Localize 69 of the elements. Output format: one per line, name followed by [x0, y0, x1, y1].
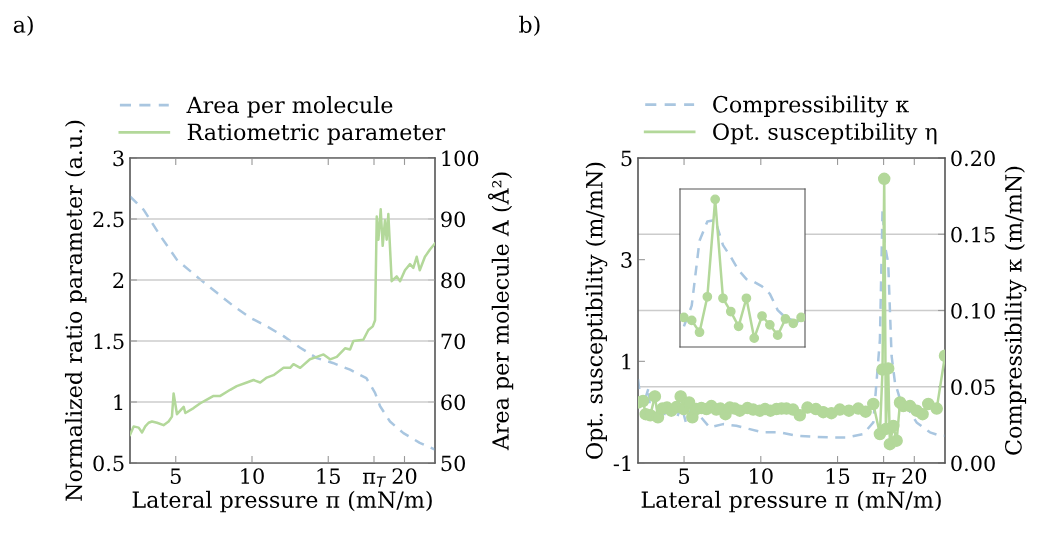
point [702, 291, 713, 302]
x-tick-label: 5 [170, 468, 181, 484]
y-tick-label: 3 [621, 252, 632, 268]
y2-tick-label: 70 [441, 333, 465, 350]
point [796, 312, 805, 323]
y-tick-label: 1 [622, 353, 631, 370]
point [749, 333, 760, 344]
x-tick-label: 15 [826, 468, 850, 484]
y-tick-label: 5 [621, 150, 632, 167]
y2-tick-label: 100 [442, 150, 479, 167]
point [725, 306, 736, 317]
legend-label: Ratiometric parameter [187, 123, 446, 145]
point [674, 390, 687, 403]
x-tick-label: π$_{T}$ [362, 472, 386, 488]
point [694, 327, 705, 338]
point [859, 405, 872, 418]
point [733, 321, 744, 332]
legend-label: Compressibility κ [713, 95, 909, 118]
point [877, 172, 891, 186]
y-tick-label: 1 [114, 394, 123, 410]
y-tick-label: -1 [613, 455, 631, 471]
x-tick-label: 10 [241, 468, 264, 484]
point [718, 293, 728, 304]
y2-tick-label: 0.10 [951, 302, 995, 319]
x-tick-label: 5 [679, 468, 690, 484]
point [887, 419, 900, 433]
y2-tick-label: 0.05 [951, 379, 995, 395]
text: a) [13, 15, 33, 37]
point [788, 318, 799, 329]
x-tick-label: 20 [902, 468, 927, 484]
point [930, 402, 943, 415]
y2-tick-label: 50 [441, 455, 465, 472]
y-tick-label: 1.5 [94, 333, 124, 350]
x-tick-label: 20 [392, 468, 417, 484]
y2-tick-label: 0.15 [951, 226, 995, 243]
legend-label: Area per molecule [186, 96, 393, 118]
y2-tick-label: 90 [441, 211, 465, 228]
y2-axis-title: Area per molecule A (Å²) [487, 172, 514, 451]
point [686, 315, 697, 326]
point [757, 311, 767, 321]
y2-tick-label: 0.20 [951, 150, 995, 167]
point [710, 194, 721, 205]
point [916, 407, 929, 421]
y-tick-label: 0.5 [93, 455, 124, 472]
y-tick-label: 2.5 [93, 211, 124, 228]
point [793, 408, 807, 422]
x-tick-label: π$_{T}$ [872, 472, 896, 488]
point [772, 330, 783, 341]
point [648, 390, 662, 403]
y2-tick-label: 0.00 [951, 455, 995, 472]
point [638, 394, 650, 408]
point [741, 293, 752, 304]
x-tick-label: 15 [317, 468, 340, 484]
x-axis-title: Lateral pressure π (mN/m) [132, 490, 432, 513]
y2-axis-title: Compressibility κ (m/mN) [1004, 166, 1027, 455]
y-tick-label: 2 [113, 272, 124, 288]
point [780, 314, 791, 324]
y-tick-label: 3 [113, 150, 124, 167]
legend-label: Opt. susceptibility η [713, 122, 937, 145]
y-axis-title: Normalized ratio parameter (a.u.) [64, 120, 87, 501]
x-axis-title: Lateral pressure π (mN/m) [641, 490, 941, 513]
y2-tick-label: 60 [441, 394, 465, 411]
point [680, 312, 689, 323]
point [867, 397, 880, 411]
y-axis-title: Opt. susceptibility (m/mN) [585, 162, 608, 459]
y2-tick-label: 80 [441, 272, 465, 289]
x-tick-label: 10 [750, 468, 773, 484]
text: b) [519, 15, 540, 37]
point [764, 319, 775, 330]
